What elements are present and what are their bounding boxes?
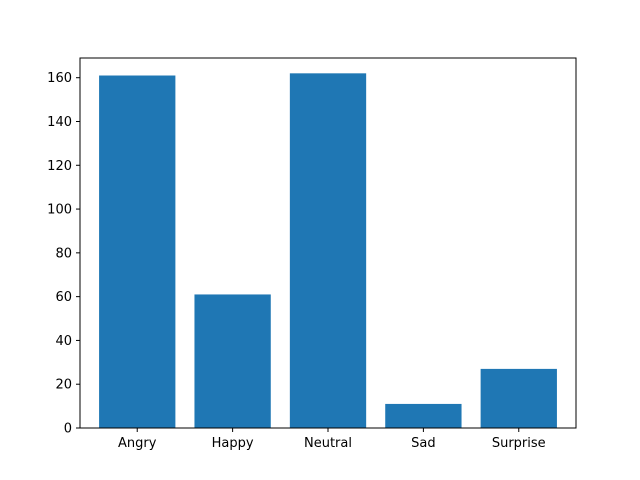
plot-frame <box>79 57 577 429</box>
bars-group <box>99 73 557 428</box>
y-tick-label: 60 <box>55 290 72 305</box>
x-tick-label: Surprise <box>492 436 546 451</box>
x-tick-label: Angry <box>118 436 157 451</box>
bar-neutral <box>289 73 367 428</box>
bar-happy <box>194 294 271 428</box>
y-tick-label: 140 <box>47 115 72 130</box>
y-tick-label: 40 <box>55 334 72 349</box>
y-axis: 0 20 40 60 80 100 120 140 160 <box>47 71 80 437</box>
bar-sad <box>385 403 462 428</box>
y-tick-label: 20 <box>55 378 72 393</box>
y-tick-label: 120 <box>47 159 72 174</box>
y-tick-label: 100 <box>47 203 72 218</box>
bar-angry <box>99 75 176 428</box>
bar-surprise <box>480 368 557 428</box>
x-axis: Angry Happy Neutral Sad Surprise <box>118 428 546 451</box>
y-tick-label: 80 <box>55 246 72 261</box>
x-tick-label: Sad <box>411 436 435 451</box>
x-tick-label: Happy <box>212 436 254 451</box>
x-tick-label: Neutral <box>304 436 352 451</box>
y-tick-label: 160 <box>47 71 72 86</box>
y-tick-label: 0 <box>64 422 72 437</box>
